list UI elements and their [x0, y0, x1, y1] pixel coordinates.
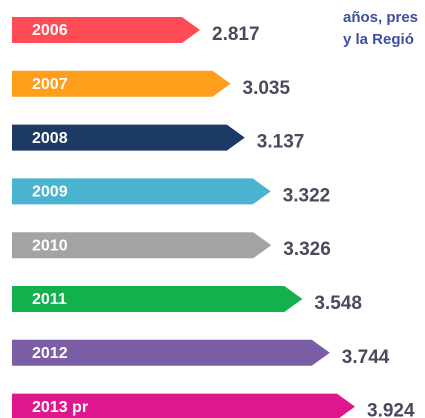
category-label: 2012 — [32, 345, 68, 362]
category-label: 2013 pr — [32, 399, 88, 416]
value-label: 3.326 — [283, 239, 331, 260]
arrow-bar — [12, 393, 355, 418]
value-label: 3.322 — [283, 185, 331, 206]
value-label: 3.035 — [243, 78, 291, 99]
arrow-bar — [12, 232, 272, 259]
arrow-bar — [12, 178, 271, 205]
arrow-bar — [12, 124, 245, 151]
category-label: 2006 — [32, 22, 68, 39]
category-label: 2007 — [32, 76, 68, 93]
value-label: 3.548 — [314, 293, 362, 314]
arrow-bar — [12, 70, 231, 97]
category-label: 2008 — [32, 130, 68, 147]
category-label: 2009 — [32, 184, 68, 201]
category-label: 2011 — [32, 291, 67, 308]
category-label: 2010 — [32, 237, 68, 254]
arrow-bar — [12, 286, 303, 312]
value-label: 3.924 — [367, 401, 415, 418]
value-label: 3.137 — [257, 132, 305, 153]
arrow-bar — [12, 17, 200, 43]
annotation: años, pres — [343, 9, 418, 26]
value-label: 2.817 — [212, 24, 260, 45]
value-label: 3.744 — [342, 347, 390, 368]
annotation: y la Regió — [343, 31, 414, 48]
arrow-bar — [12, 339, 330, 366]
